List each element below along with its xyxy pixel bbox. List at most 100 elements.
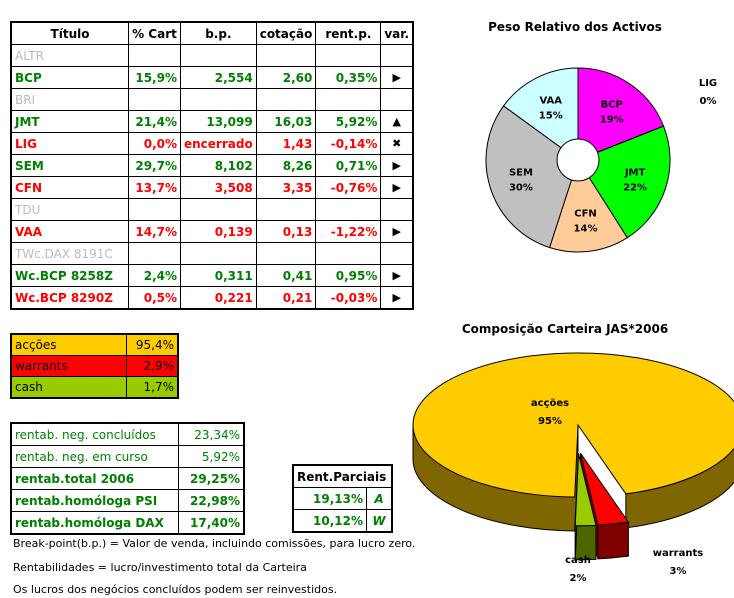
rentab-value: 29,25% bbox=[178, 467, 245, 490]
slice-value: 19% bbox=[600, 114, 624, 125]
allocation-table: acções 95,4% warrants 2,9% cash 1,7% bbox=[10, 333, 179, 399]
rentab-row: rentab.homóloga PSI 22,98% bbox=[10, 489, 245, 512]
var-cell: ▶ bbox=[380, 286, 414, 310]
slice-label: cash bbox=[565, 555, 591, 566]
rentab-value: 23,34% bbox=[178, 422, 245, 446]
parciais-code: W bbox=[366, 509, 393, 533]
pie-slice-sem bbox=[485, 105, 579, 249]
title-cell: TWc.DAX 8191C bbox=[10, 242, 129, 265]
rent-cell: -0,03% bbox=[315, 286, 382, 310]
slice-label: acções bbox=[531, 398, 569, 409]
allocation-value: 95,4% bbox=[126, 333, 179, 356]
slice-value: 3% bbox=[670, 566, 687, 577]
parciais-value: 19,13% bbox=[292, 487, 367, 510]
rentab-value: 17,40% bbox=[178, 511, 245, 535]
rent-cell: 5,92% bbox=[315, 110, 382, 133]
slice-value: 14% bbox=[574, 224, 598, 235]
note-lucros: Os lucros dos negócios concluídos podem … bbox=[13, 583, 338, 596]
price-cell: 0,21 bbox=[255, 286, 317, 310]
rentab-label: rentab.homóloga DAX bbox=[10, 511, 179, 535]
rentab-row: rentab. neg. concluídos 23,34% bbox=[10, 422, 245, 446]
pct-cell: 0,0% bbox=[128, 132, 181, 155]
pie-slice-jmt bbox=[577, 125, 671, 239]
allocation-label: warrants bbox=[10, 355, 127, 377]
rentab-row: rentab.total 2006 29,25% bbox=[10, 467, 245, 490]
rentab-value: 22,98% bbox=[178, 489, 245, 512]
rent-parciais-table: Rent.Parciais 19,13% A 10,12% W bbox=[292, 464, 393, 533]
donut-hole bbox=[556, 138, 600, 182]
pie-slice-vaa bbox=[502, 67, 579, 161]
table-row: LIG 0,0% encerrado 1,43 -0,14% ✖ bbox=[10, 132, 414, 155]
slice-label: JMT bbox=[624, 168, 646, 179]
parciais-code: A bbox=[366, 487, 393, 510]
rent-cell: -0,14% bbox=[315, 132, 382, 155]
pct-cell: 2,4% bbox=[128, 264, 181, 287]
allocation-row: warrants 2,9% bbox=[10, 355, 179, 377]
bp-cell: 0,311 bbox=[180, 264, 257, 287]
slice-label: LIG bbox=[699, 78, 717, 89]
bp-cell: 8,102 bbox=[180, 154, 257, 177]
title-cell: Wc.BCP 8258Z bbox=[10, 264, 129, 287]
rent-cell: -1,22% bbox=[315, 220, 382, 243]
note-breakpoint: Break-point(b.p.) = Valor de venda, incl… bbox=[13, 537, 416, 550]
pct-cell: 15,9% bbox=[128, 66, 181, 89]
slice-value: 0% bbox=[700, 96, 717, 107]
allocation-label: acções bbox=[10, 333, 127, 356]
rentab-label: rentab.homóloga PSI bbox=[10, 489, 179, 512]
slice-value: 22% bbox=[623, 183, 647, 194]
parciais-title: Rent.Parciais bbox=[292, 464, 393, 488]
column-header: rent.p. bbox=[315, 21, 382, 45]
price-cell: 1,43 bbox=[255, 132, 317, 155]
note-rentabilidades: Rentabilidades = lucro/investimento tota… bbox=[13, 561, 307, 574]
column-header: % Cart bbox=[128, 21, 181, 45]
chart1-title: Peso Relativo dos Activos bbox=[488, 20, 662, 34]
pct-cell: 21,4% bbox=[128, 110, 181, 133]
slice-label: SEM bbox=[509, 168, 533, 179]
slice-value: 2% bbox=[570, 573, 587, 584]
rentab-label: rentab.total 2006 bbox=[10, 467, 179, 490]
slice-label: BCP bbox=[601, 99, 623, 110]
pie-slice-cash bbox=[574, 453, 597, 527]
title-cell: TDU bbox=[10, 198, 129, 221]
table-row: CFN 13,7% 3,508 3,35 -0,76% ▶ bbox=[10, 176, 414, 199]
parciais-value: 10,12% bbox=[292, 509, 367, 533]
slice-label: warrants bbox=[653, 548, 703, 559]
portfolio-table: Título% Cart b.p. cotação rent.p. var. ALTR BC… bbox=[10, 21, 415, 310]
rentab-label: rentab. neg. concluídos bbox=[10, 422, 179, 446]
price-cell: 16,03 bbox=[255, 110, 317, 133]
allocation-row: cash 1,7% bbox=[10, 376, 179, 399]
table-row: BCP 15,9% 2,554 2,60 0,35% ▶ bbox=[10, 66, 414, 89]
bp-cell: encerrado bbox=[180, 132, 257, 155]
chart2-title: Composição Carteira JAS*2006 bbox=[462, 322, 668, 336]
slice-value: 15% bbox=[539, 111, 563, 122]
allocation-value: 2,9% bbox=[126, 355, 179, 377]
allocation-label: cash bbox=[10, 376, 127, 399]
slice-value: 95% bbox=[538, 416, 562, 427]
table-row: Wc.BCP 8290Z 0,5% 0,221 0,21 -0,03% ▶ bbox=[10, 286, 414, 310]
pct-cell: 0,5% bbox=[128, 286, 181, 310]
rentab-row: rentab.homóloga DAX 17,40% bbox=[10, 511, 245, 535]
slice-label: CFN bbox=[574, 209, 597, 220]
slice-label: VAA bbox=[539, 96, 562, 107]
bp-cell: 0,139 bbox=[180, 220, 257, 243]
rentab-table: rentab. neg. concluídos 23,34% rentab. neg… bbox=[10, 422, 245, 535]
title-cell: Wc.BCP 8290Z bbox=[10, 286, 129, 310]
column-header: var. bbox=[380, 21, 414, 45]
rentab-label: rentab. neg. em curso bbox=[10, 445, 179, 468]
price-cell: 0,13 bbox=[255, 220, 317, 243]
allocation-value: 1,7% bbox=[126, 376, 179, 399]
pie-slice-warrants bbox=[580, 452, 630, 526]
allocation-row: acções 95,4% bbox=[10, 333, 179, 356]
pct-cell: 13,7% bbox=[128, 176, 181, 199]
table-row: Wc.BCP 8258Z 2,4% 0,311 0,41 0,95% ▶ bbox=[10, 264, 414, 287]
rentab-row: rentab. neg. em curso 5,92% bbox=[10, 445, 245, 468]
title-cell: VAA bbox=[10, 220, 129, 243]
bp-cell: 0,221 bbox=[180, 286, 257, 310]
bp-cell: 13,099 bbox=[180, 110, 257, 133]
rent-cell: 0,95% bbox=[315, 264, 382, 287]
var-cell: ▶ bbox=[380, 264, 414, 287]
rent-cell: -0,76% bbox=[315, 176, 382, 199]
table-row: SEM 29,7% 8,102 8,26 0,71% ▶ bbox=[10, 154, 414, 177]
pie-slice-acções bbox=[412, 352, 734, 498]
